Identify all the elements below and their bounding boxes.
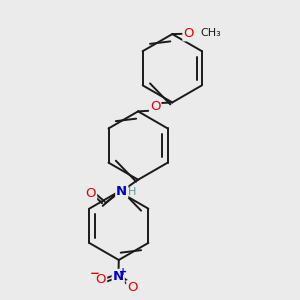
Text: −: − xyxy=(89,267,99,280)
Text: N: N xyxy=(112,270,124,283)
Text: O: O xyxy=(96,273,106,286)
Text: O: O xyxy=(85,187,96,200)
Text: CH₃: CH₃ xyxy=(200,28,221,38)
Text: N: N xyxy=(116,184,127,197)
Text: O: O xyxy=(183,27,194,40)
Text: O: O xyxy=(127,281,138,294)
Text: H: H xyxy=(128,187,137,197)
Text: +: + xyxy=(119,267,127,277)
Text: O: O xyxy=(150,100,160,113)
